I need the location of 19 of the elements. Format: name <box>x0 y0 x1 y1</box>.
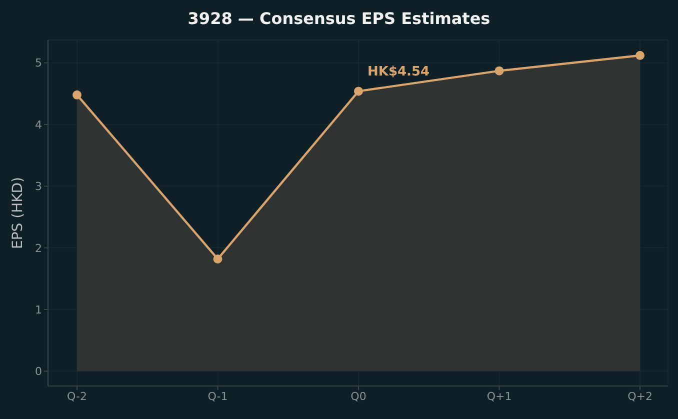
point <box>213 254 222 264</box>
y-tick-label: 0 <box>35 365 42 378</box>
y-tick-label: 2 <box>35 242 42 255</box>
point <box>354 86 363 96</box>
x-tick-label: Q+2 <box>628 390 652 403</box>
y-axis-title: EPS (HKD) <box>10 176 26 250</box>
annotation: HK$4.54 <box>368 64 430 80</box>
point <box>636 50 644 60</box>
x-tick-label: Q-2 <box>67 390 87 403</box>
y-tick-label: 3 <box>35 180 42 194</box>
y-tick-label: 5 <box>35 56 42 70</box>
x-tick-label: Q+1 <box>486 390 512 403</box>
chart-title: 3928 — Consensus EPS Estimates <box>186 9 492 28</box>
y-tick-label: 4 <box>35 118 42 132</box>
point <box>494 66 504 76</box>
y-tick-label: 1 <box>35 303 42 316</box>
x-tick-label: Q-1 <box>208 390 228 403</box>
x-tick-label: Q0 <box>350 390 366 403</box>
point <box>72 90 82 100</box>
